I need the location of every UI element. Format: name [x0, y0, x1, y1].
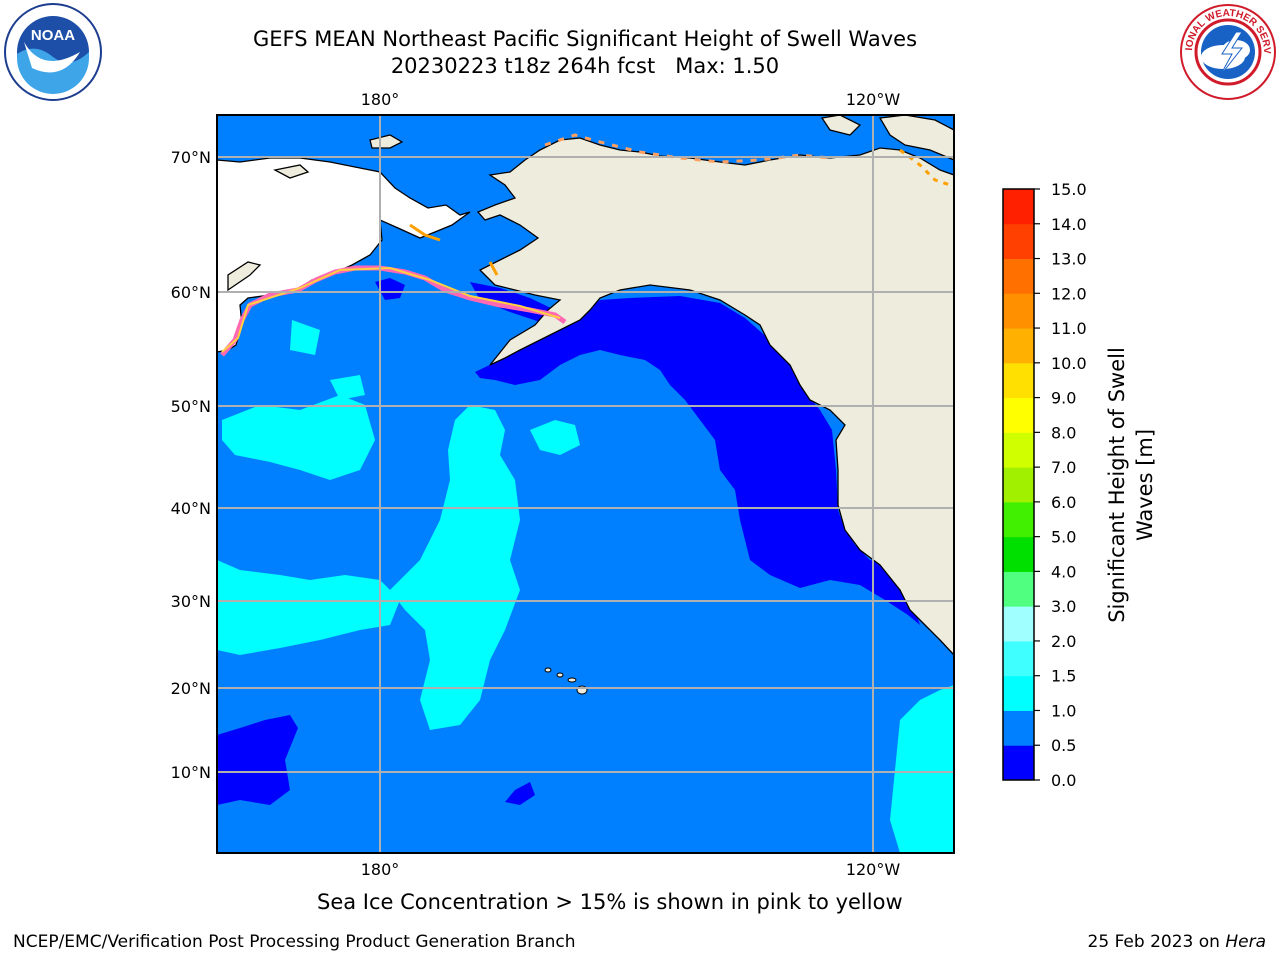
- colorbar-tick-label: 4.0: [1051, 562, 1076, 581]
- colorbar-tick-label: 9.0: [1051, 389, 1076, 408]
- colorbar-tick-label: 5.0: [1051, 528, 1076, 547]
- swell-1.0-1.5-regions: [217, 320, 954, 853]
- sea-ice-note: Sea Ice Concentration > 15% is shown in …: [317, 890, 903, 914]
- colorbar-tick-label: 1.0: [1051, 701, 1076, 720]
- graticule: [217, 115, 954, 853]
- colorbar-label-line1: Significant Height of Swell: [1105, 347, 1129, 623]
- colorbar-swatch: [1003, 293, 1034, 329]
- lat-label-30n: 30°N: [171, 592, 211, 611]
- colorbar-tick-label: 12.0: [1051, 284, 1087, 303]
- colorbar-swatch: [1003, 501, 1034, 538]
- lat-label-10n: 10°N: [171, 763, 211, 782]
- colorbar-tick-label: 14.0: [1051, 215, 1087, 234]
- colorbar-tick-label: 3.0: [1051, 597, 1076, 616]
- colorbar-tick-label: 10.0: [1051, 354, 1087, 373]
- lat-label-40n: 40°N: [171, 499, 211, 518]
- lat-label-60n: 60°N: [171, 283, 211, 302]
- colorbar-swatch: [1003, 467, 1034, 503]
- colorbar-swatch: [1003, 432, 1034, 468]
- colorbar-tick-label: 7.0: [1051, 458, 1076, 477]
- colorbar-ticks: 15.0 14.0 13.0 12.0 11.0 10.0 9.0 8.0 7.0 6.0 5.0 4…: [1034, 180, 1087, 790]
- run-date: 25 Feb 2023 on: [1087, 932, 1226, 952]
- run-host: Hera: [1225, 932, 1266, 952]
- colorbar: [1003, 189, 1034, 781]
- colorbar-tick-label: 8.0: [1051, 423, 1076, 442]
- colorbar-swatch: [1003, 745, 1034, 781]
- colorbar-tick-label: 11.0: [1051, 319, 1087, 338]
- colorbar-swatch: [1003, 571, 1034, 607]
- colorbar-frame: [1002, 188, 1035, 781]
- colorbar-tick-label: 15.0: [1051, 180, 1087, 199]
- colorbar-swatch: [1003, 328, 1034, 364]
- colorbar-tick-label: 6.0: [1051, 493, 1076, 512]
- colorbar-swatch: [1003, 536, 1034, 572]
- colorbar-swatch: [1003, 223, 1034, 260]
- run-stamp: 25 Feb 2023 on Hera: [1088, 932, 1266, 952]
- lon-label-bottom-120w: 120°W: [846, 860, 901, 879]
- colorbar-swatch: [1003, 640, 1034, 677]
- colorbar-tick-label: 0.5: [1051, 736, 1076, 755]
- colorbar-tick-label: 1.5: [1051, 667, 1076, 686]
- colorbar-swatch: [1003, 710, 1034, 746]
- colorbar-swatch: [1003, 606, 1034, 642]
- colorbar-tick-label: 13.0: [1051, 250, 1087, 269]
- lat-label-20n: 20°N: [171, 679, 211, 698]
- colorbar-tick-label: 2.0: [1051, 632, 1076, 651]
- colorbar-swatch: [1003, 675, 1034, 711]
- colorbar-swatch: [1003, 362, 1034, 399]
- lon-label-top-120w: 120°W: [846, 90, 901, 109]
- colorbar-swatch: [1003, 397, 1034, 433]
- map-area: [217, 115, 954, 853]
- lat-label-50n: 50°N: [171, 397, 211, 416]
- colorbar-label-line2: Waves [m]: [1133, 429, 1157, 541]
- colorbar-swatch: [1003, 189, 1034, 225]
- lon-label-top-180: 180°: [361, 90, 400, 109]
- colorbar-swatch: [1003, 258, 1034, 294]
- national-weather-service-logo-icon: NATIONAL WEATHER SERVICE: [1178, 2, 1276, 100]
- lat-label-70n: 70°N: [171, 148, 211, 167]
- map-frame: [216, 114, 955, 854]
- noaa-logo-text: NOAA: [31, 27, 75, 44]
- forecast-subtitle: 20230223 t18z 264h fcst Max: 1.50: [390, 54, 780, 78]
- colorbar-tick-label: 0.0: [1051, 771, 1076, 790]
- lon-label-bottom-180: 180°: [361, 860, 400, 879]
- map-title: GEFS MEAN Northeast Pacific Significant …: [252, 27, 918, 51]
- noaa-logo-icon: NOAA: [4, 3, 102, 101]
- producer-credit: NCEP/EMC/Verification Post Processing Pr…: [13, 932, 576, 952]
